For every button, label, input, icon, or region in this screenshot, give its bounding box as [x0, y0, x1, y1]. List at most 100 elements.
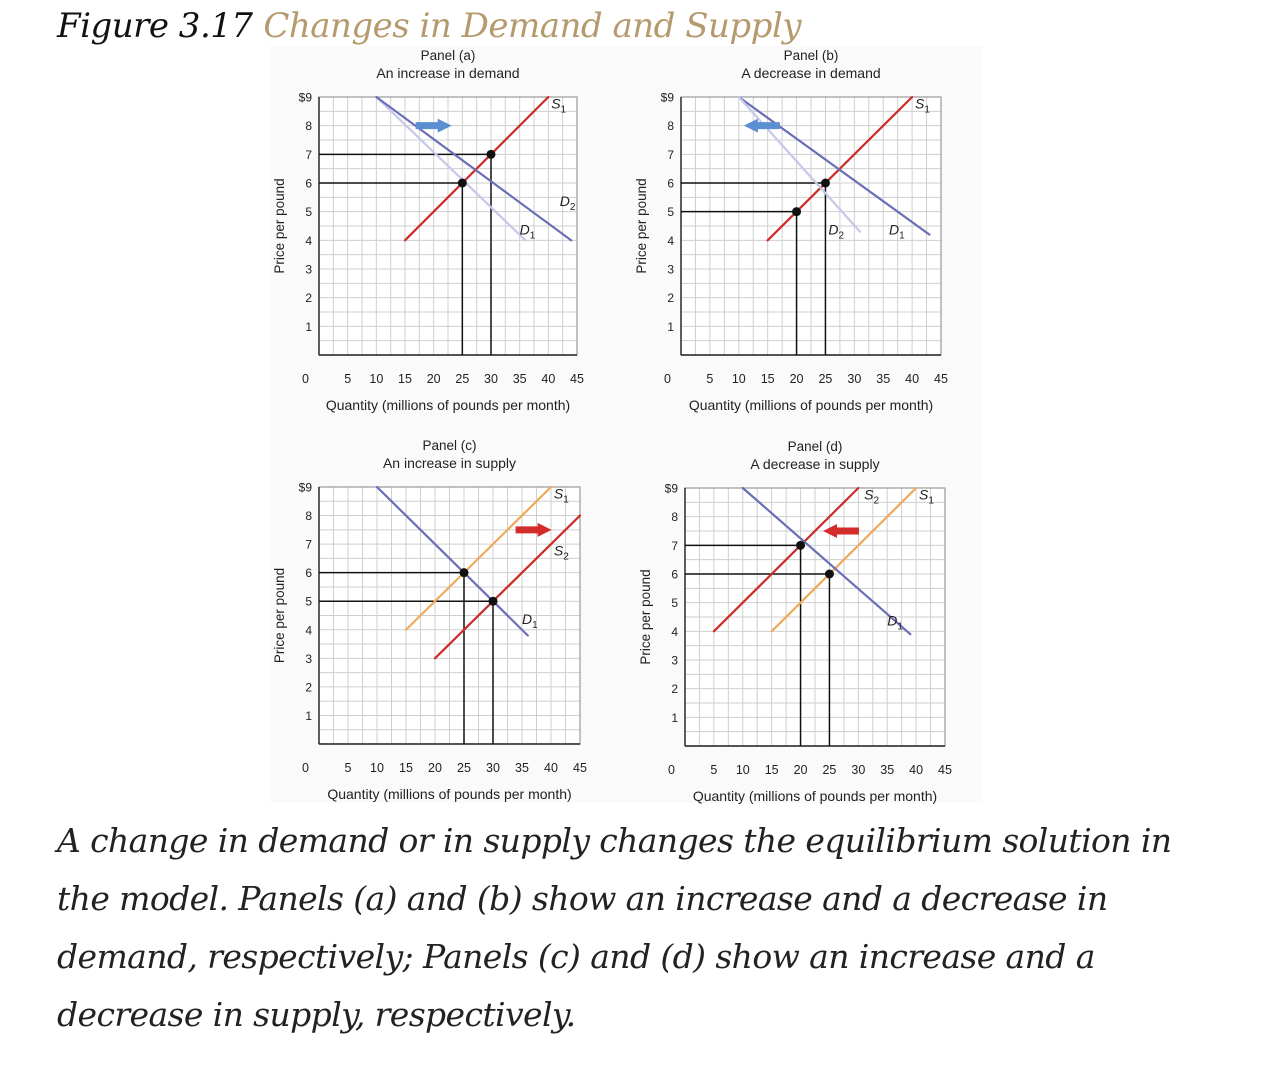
curve-s2 — [433, 514, 582, 660]
equilibrium-point — [820, 178, 830, 188]
shift-arrow-left — [823, 524, 859, 538]
curve-d1 — [375, 485, 529, 637]
y-axis-label: Price per pound — [634, 178, 649, 273]
x-tick-label: 40 — [541, 372, 555, 386]
x-tick-label: 15 — [399, 761, 413, 775]
x-tick-label: 35 — [880, 763, 894, 777]
panel-title: Panel (a) — [421, 48, 476, 63]
panel-subtitle: A decrease in supply — [750, 456, 879, 472]
y-tick-label: 2 — [305, 291, 312, 305]
shift-arrow-left — [743, 118, 780, 133]
y-axis-label: Price per pound — [638, 569, 653, 664]
chart-panel-c: Panel (c)An increase in supply12345678$9… — [272, 438, 587, 802]
x-tick-label: 35 — [513, 372, 527, 386]
x-tick-label: 10 — [736, 763, 750, 777]
curve-s1 — [404, 485, 553, 631]
equilibrium-point — [796, 540, 806, 550]
x-tick-label: 35 — [876, 372, 890, 386]
equilibrium-point — [488, 596, 498, 606]
y-tick-label: 1 — [305, 320, 312, 334]
y-tick-label: 6 — [671, 568, 678, 582]
y-tick-label: 7 — [667, 148, 674, 162]
x-tick-label: 15 — [398, 372, 412, 386]
y-tick-label: 2 — [305, 680, 312, 694]
x-tick-label: 15 — [765, 763, 779, 777]
x-tick-label: 40 — [905, 372, 919, 386]
curve-d2 — [375, 95, 573, 242]
x-tick-label: 30 — [851, 763, 865, 777]
y-tick-label: 3 — [671, 654, 678, 668]
curve-s1 — [403, 95, 550, 242]
y-tick-label: 4 — [305, 234, 312, 248]
x-tick-label: 30 — [847, 372, 861, 386]
y-tick-label: 3 — [667, 263, 674, 277]
curve-d1 — [375, 95, 527, 242]
y-tick-label: 1 — [667, 320, 674, 334]
origin-label: 0 — [302, 761, 309, 775]
y-tick-label: 1 — [671, 711, 678, 725]
figure-caption: A change in demand or in supply changes … — [57, 821, 1172, 1034]
y-tick-label: $9 — [299, 481, 313, 495]
x-tick-label: 35 — [515, 761, 529, 775]
panel-subtitle: A decrease in demand — [741, 65, 880, 81]
x-axis-label: Quantity (millions of pounds per month) — [326, 397, 570, 413]
y-tick-label: 6 — [305, 566, 312, 580]
y-tick-label: 2 — [671, 682, 678, 696]
x-axis-label: Quantity (millions of pounds per month) — [693, 788, 937, 804]
y-tick-label: 4 — [305, 623, 312, 637]
x-tick-label: 10 — [370, 761, 384, 775]
x-tick-label: 40 — [909, 763, 923, 777]
chart-panel-b: Panel (b)A decrease in demand12345678$95… — [634, 48, 948, 413]
x-tick-label: 45 — [570, 372, 584, 386]
y-tick-label: 3 — [305, 263, 312, 277]
panel-subtitle: An increase in demand — [376, 65, 519, 81]
origin-label: 0 — [664, 372, 671, 386]
x-tick-label: 10 — [732, 372, 746, 386]
panel-title: Panel (c) — [422, 438, 476, 453]
origin-label: 0 — [302, 372, 309, 386]
y-tick-label: $9 — [299, 91, 313, 105]
x-tick-label: 5 — [706, 372, 713, 386]
y-tick-label: 8 — [667, 119, 674, 133]
y-tick-label: 1 — [305, 709, 312, 723]
y-tick-label: 6 — [667, 177, 674, 191]
x-tick-label: 40 — [544, 761, 558, 775]
x-tick-label: 30 — [486, 761, 500, 775]
y-axis-label: Price per pound — [272, 178, 287, 273]
y-tick-label: 7 — [671, 539, 678, 553]
y-tick-label: 8 — [305, 119, 312, 133]
x-tick-label: 25 — [457, 761, 471, 775]
y-tick-label: 8 — [671, 510, 678, 524]
curve-d1 — [741, 486, 912, 636]
x-tick-label: 30 — [484, 372, 498, 386]
y-tick-label: 8 — [305, 509, 312, 523]
equilibrium-point — [486, 149, 496, 159]
curve-s2 — [712, 486, 860, 633]
panel-title: Panel (d) — [788, 439, 843, 454]
y-tick-label: 5 — [305, 205, 312, 219]
equilibrium-point — [459, 568, 469, 578]
x-axis-label: Quantity (millions of pounds per month) — [327, 786, 571, 802]
equilibrium-point — [457, 178, 467, 188]
origin-label: 0 — [668, 763, 675, 777]
x-tick-label: 25 — [818, 372, 832, 386]
x-tick-label: 45 — [573, 761, 587, 775]
x-tick-label: 5 — [344, 372, 351, 386]
x-tick-label: 25 — [455, 372, 469, 386]
x-axis-label: Quantity (millions of pounds per month) — [689, 397, 933, 413]
shift-arrow-right — [515, 522, 552, 537]
panel-title: Panel (b) — [784, 48, 839, 63]
y-tick-label: $9 — [661, 91, 675, 105]
y-tick-label: 5 — [667, 205, 674, 219]
y-tick-label: 3 — [305, 652, 312, 666]
equilibrium-point — [792, 207, 802, 217]
y-axis-label: Price per pound — [272, 568, 287, 663]
y-tick-label: 7 — [305, 538, 312, 552]
figure-title: Figure 3.17 Changes in Demand and Supply — [57, 4, 802, 48]
x-tick-label: 45 — [934, 372, 948, 386]
curve-d2 — [737, 95, 862, 233]
y-tick-label: $9 — [665, 482, 679, 496]
figure-name: Changes in Demand and Supply — [263, 6, 802, 46]
chart-panel-a: Panel (a)An increase in demand12345678$9… — [272, 48, 584, 413]
